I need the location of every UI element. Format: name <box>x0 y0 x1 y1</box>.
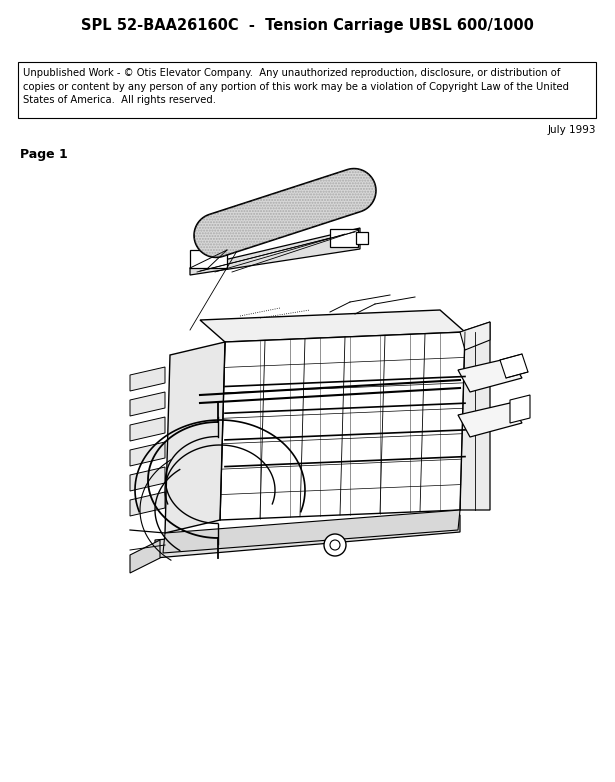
Polygon shape <box>356 232 368 244</box>
Circle shape <box>324 534 346 556</box>
Bar <box>18 62 596 118</box>
Polygon shape <box>130 492 165 516</box>
Polygon shape <box>458 403 522 437</box>
Polygon shape <box>220 332 465 520</box>
Polygon shape <box>155 515 460 558</box>
Polygon shape <box>330 229 358 247</box>
Polygon shape <box>500 354 528 378</box>
Polygon shape <box>130 540 160 573</box>
Polygon shape <box>194 169 376 257</box>
Polygon shape <box>130 467 165 491</box>
Polygon shape <box>190 250 227 268</box>
Polygon shape <box>460 322 490 510</box>
Polygon shape <box>130 442 165 466</box>
Text: SPL 52-BAA26160C  -  Tension Carriage UBSL 600/1000: SPL 52-BAA26160C - Tension Carriage UBSL… <box>81 18 533 33</box>
Polygon shape <box>460 322 490 350</box>
Text: Page 1: Page 1 <box>20 148 68 161</box>
Polygon shape <box>130 417 165 441</box>
Polygon shape <box>163 510 460 553</box>
Circle shape <box>330 540 340 550</box>
Polygon shape <box>130 392 165 416</box>
Polygon shape <box>130 367 165 391</box>
Polygon shape <box>510 395 530 423</box>
Polygon shape <box>200 310 465 342</box>
Polygon shape <box>165 342 225 533</box>
Text: Unpublished Work - © Otis Elevator Company.  Any unauthorized reproduction, disc: Unpublished Work - © Otis Elevator Compa… <box>23 68 569 106</box>
Polygon shape <box>190 228 360 275</box>
Text: July 1993: July 1993 <box>547 125 596 135</box>
Polygon shape <box>458 358 522 392</box>
